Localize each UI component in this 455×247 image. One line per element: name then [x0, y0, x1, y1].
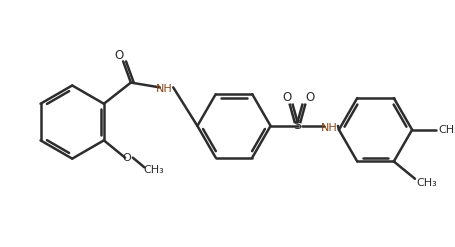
Text: O: O — [114, 49, 124, 62]
Text: CH₃: CH₃ — [437, 125, 455, 135]
Text: O: O — [122, 153, 131, 163]
Text: NH: NH — [320, 123, 337, 133]
Text: S: S — [293, 119, 301, 132]
Text: O: O — [282, 90, 291, 103]
Text: CH₃: CH₃ — [143, 165, 164, 175]
Text: O: O — [305, 90, 314, 103]
Text: NH: NH — [156, 84, 172, 94]
Text: CH₃: CH₃ — [415, 178, 436, 188]
